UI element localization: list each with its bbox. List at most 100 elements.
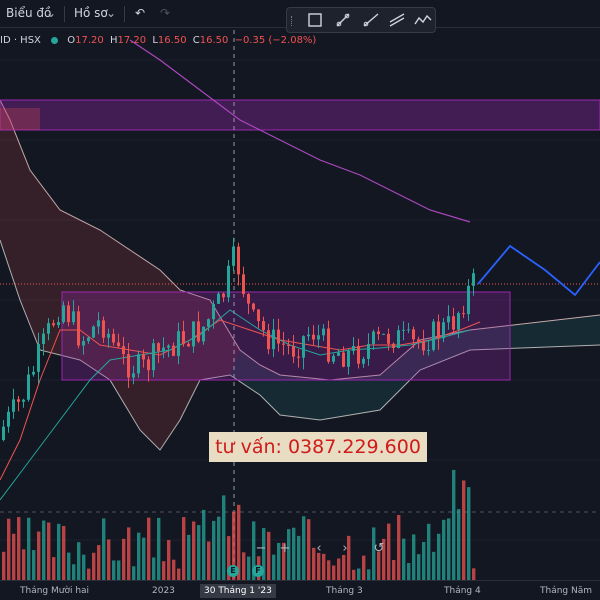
volume-bar xyxy=(457,509,461,580)
chevron-down-icon[interactable]: ⌄ xyxy=(106,6,117,20)
volume-bar xyxy=(422,542,426,580)
candle-body xyxy=(102,320,105,338)
price-chart[interactable] xyxy=(0,0,600,580)
candle-body xyxy=(432,321,435,350)
volume-bar xyxy=(142,537,146,580)
volume-bar xyxy=(197,525,201,580)
scroll-left-button[interactable]: ‹ xyxy=(316,541,322,556)
volume-bar xyxy=(302,516,306,580)
volume-bar xyxy=(237,504,241,580)
volume-bar xyxy=(262,528,266,580)
volume-bar xyxy=(447,518,451,580)
volume-bar xyxy=(407,562,411,580)
low-label: L xyxy=(152,35,158,46)
undo-icon[interactable]: ↶ xyxy=(135,6,146,20)
volume-bar xyxy=(127,527,131,580)
candle-body xyxy=(332,355,335,362)
volume-bar xyxy=(82,554,86,580)
volume-bar xyxy=(107,539,111,580)
candle-body xyxy=(262,321,265,331)
candle-body xyxy=(37,344,40,372)
candle-body xyxy=(222,293,225,298)
trend-line-icon[interactable] xyxy=(333,11,353,29)
candle-body xyxy=(197,321,200,342)
candle-body xyxy=(382,333,385,335)
drawing-toolbar xyxy=(286,7,436,33)
volume-bar xyxy=(212,520,216,580)
ray-line-icon[interactable] xyxy=(361,11,381,29)
profile-menu-button[interactable]: Hồ sơ xyxy=(74,6,108,20)
redo-icon[interactable]: ↷ xyxy=(160,6,171,20)
volume-bar xyxy=(317,552,321,580)
volume-bar xyxy=(97,545,101,580)
candle-body xyxy=(437,321,440,339)
volume-bar xyxy=(402,538,406,580)
volume-bar xyxy=(232,511,236,580)
scroll-right-button[interactable]: › xyxy=(342,541,348,556)
volume-bar xyxy=(87,568,91,580)
volume-bar xyxy=(372,527,376,580)
volume-bar xyxy=(187,534,191,580)
event-marker[interactable]: E xyxy=(227,565,239,577)
chart-menu-button[interactable]: Biểu đồ xyxy=(6,6,52,20)
candle-body xyxy=(227,265,230,298)
volume-bar xyxy=(322,553,326,580)
volume-bar xyxy=(432,551,436,580)
candle-body xyxy=(82,341,85,346)
candle-body xyxy=(297,356,300,358)
candle-body xyxy=(452,316,455,330)
event-marker[interactable]: F xyxy=(252,565,264,577)
candle-body xyxy=(252,303,255,310)
volume-bar xyxy=(252,521,256,580)
resistance-zone xyxy=(0,99,600,131)
volume-bar xyxy=(202,509,206,580)
candle-body xyxy=(317,335,320,340)
candle-body xyxy=(282,343,285,345)
change-value: −0.35 (−2.08%) xyxy=(234,35,317,46)
candle-body xyxy=(472,273,475,286)
parallel-channel-icon[interactable] xyxy=(387,11,407,29)
candle-body xyxy=(232,246,235,266)
candle-body xyxy=(137,354,140,374)
zoom-in-button[interactable]: + xyxy=(279,541,291,556)
drag-handle-icon[interactable] xyxy=(291,16,294,26)
candle-body xyxy=(422,341,425,351)
volume-bar xyxy=(172,559,176,580)
close-label: C xyxy=(192,35,200,46)
candle-body xyxy=(337,352,340,356)
candle-body xyxy=(447,316,450,323)
watermark-banner: tư vấn: 0387.229.600 xyxy=(209,432,427,462)
volume-bar xyxy=(37,531,41,580)
rectangle-icon[interactable] xyxy=(305,11,325,29)
volume-bar xyxy=(152,557,156,580)
volume-bar xyxy=(182,517,186,580)
candle-body xyxy=(47,323,50,334)
ichimoku-cloud-bullish xyxy=(230,315,600,420)
candle-body xyxy=(427,349,430,351)
volume-bar xyxy=(217,516,221,580)
candle-body xyxy=(367,344,370,359)
open-value: 17.20 xyxy=(75,35,104,46)
candle-body xyxy=(307,334,310,337)
volume-bar xyxy=(222,495,226,580)
volume-bar xyxy=(72,564,76,580)
volume-bar xyxy=(47,522,51,580)
volume-bar xyxy=(387,523,391,580)
volume-bar xyxy=(167,540,171,580)
time-axis[interactable]: Tháng Mười hai 2023 30 Tháng 1 '23 Tháng… xyxy=(0,580,600,600)
chevron-down-icon[interactable]: ⌄ xyxy=(46,6,57,20)
candle-body xyxy=(237,246,240,275)
candle-body xyxy=(22,399,25,402)
candle-body xyxy=(357,345,360,364)
candle-body xyxy=(247,294,250,304)
volume-bar xyxy=(207,541,211,580)
reset-chart-button[interactable]: ↺ xyxy=(373,541,385,556)
volume-bar xyxy=(2,551,6,580)
candle-body xyxy=(112,333,115,343)
candle-body xyxy=(167,345,170,348)
candle-body xyxy=(192,321,195,347)
symbol-label[interactable]: ID · HSX xyxy=(0,35,41,46)
candle-body xyxy=(142,354,145,360)
pattern-icon[interactable] xyxy=(413,11,433,29)
zoom-out-button[interactable]: − xyxy=(255,541,267,556)
